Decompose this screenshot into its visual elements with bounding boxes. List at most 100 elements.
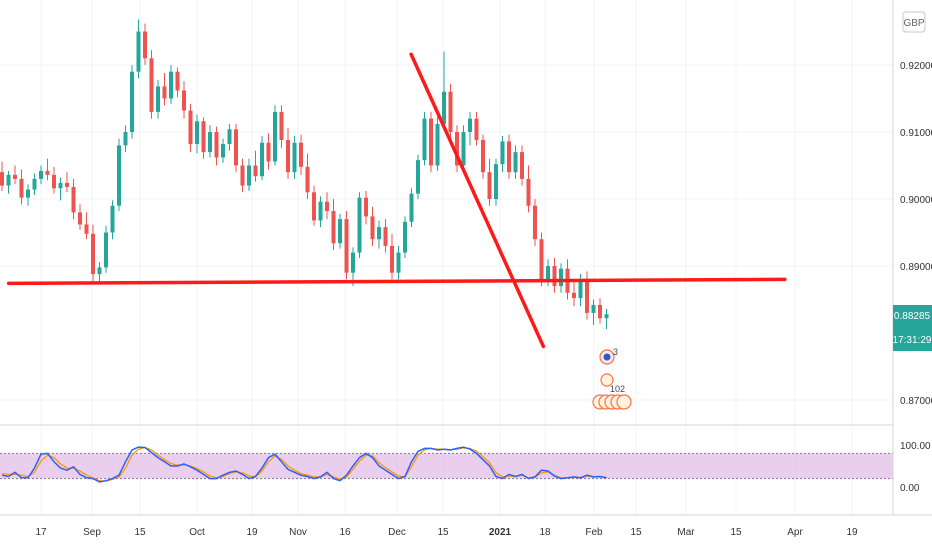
- candle-body: [39, 170, 43, 179]
- candle-body: [344, 219, 349, 273]
- candle-body: [331, 211, 336, 244]
- time-tick-label: 15: [134, 527, 146, 538]
- candle-body: [468, 118, 472, 132]
- drawing-lines[interactable]: [6, 52, 787, 349]
- candle-body: [585, 279, 589, 313]
- candle-body: [474, 118, 479, 141]
- candle-body: [97, 267, 102, 275]
- candle-body: [448, 91, 453, 132]
- candle-body: [279, 111, 284, 141]
- time-tick-label: 17: [35, 527, 47, 538]
- candle-body: [578, 279, 583, 299]
- time-tick-label: Mar: [677, 527, 695, 538]
- candle-body: [175, 71, 180, 91]
- candle-body: [455, 132, 459, 166]
- candle-body: [13, 174, 17, 179]
- candle-body: [214, 132, 219, 158]
- candle-body: [591, 304, 596, 313]
- time-tick-label: 15: [630, 527, 642, 538]
- candle-body: [500, 141, 505, 165]
- candle-body: [292, 142, 297, 173]
- time-tick-label: Feb: [585, 527, 603, 538]
- candle-body: [533, 205, 537, 240]
- candle-body: [52, 174, 56, 189]
- candle-body: [273, 111, 277, 162]
- candle-body: [513, 152, 518, 173]
- candle-body: [520, 152, 524, 179]
- time-tick-label: 16: [339, 527, 351, 538]
- candle-body: [539, 239, 544, 280]
- event-count-label: 102: [610, 384, 625, 394]
- candle-body: [416, 160, 420, 194]
- time-tick-label: Oct: [189, 527, 205, 538]
- candle-body: [604, 314, 609, 319]
- candle-body: [84, 224, 89, 234]
- candle-body: [383, 227, 388, 246]
- candle-body: [403, 221, 407, 253]
- oscillator-band: [0, 453, 893, 479]
- candle-body: [19, 178, 24, 198]
- candle-body: [409, 193, 414, 222]
- currency-badge[interactable]: GBP: [902, 11, 926, 33]
- candle-body: [325, 201, 329, 212]
- candle-body: [546, 266, 550, 280]
- candle-body: [201, 121, 206, 153]
- candle-body: [377, 227, 381, 240]
- candle-body: [130, 71, 134, 132]
- candle-body: [247, 165, 251, 186]
- time-tick-label: 15: [437, 527, 449, 538]
- candle-body: [390, 245, 394, 273]
- candle-body: [149, 58, 154, 112]
- candle-body: [45, 170, 50, 175]
- candle-body: [117, 145, 121, 206]
- candle-body: [461, 132, 466, 166]
- price-tick-label: 0.87000: [900, 396, 932, 407]
- candle-body: [110, 205, 115, 233]
- candle-body: [221, 144, 225, 158]
- candle-body: [188, 110, 193, 145]
- time-tick-label: 19: [846, 527, 858, 538]
- last-price-value: 0.88285: [894, 311, 931, 322]
- candle-body: [169, 71, 173, 99]
- stochastic-oscillator: [0, 446, 893, 483]
- candle-body: [559, 268, 563, 287]
- candle-body: [0, 172, 4, 186]
- candle-body: [429, 118, 433, 166]
- event-icon: [600, 373, 614, 387]
- time-tick-label: Apr: [787, 527, 803, 538]
- downtrend-line: [409, 52, 546, 349]
- candle-body: [91, 233, 95, 275]
- time-axis[interactable]: 17 Sep 15 Oct 19 Nov 16 Dec 15 2021 18 Feb 15 Mar 15 Ap…: [35, 527, 858, 538]
- last-price-box: [893, 305, 932, 351]
- candle-body: [136, 31, 141, 72]
- candle-body: [351, 252, 355, 273]
- oscillator-level-label: 0.00: [900, 483, 920, 494]
- candle-body: [487, 172, 492, 199]
- candle-body: [26, 189, 30, 198]
- candle-body: [305, 166, 310, 193]
- support-line: [6, 277, 787, 286]
- currency-badge-box: [902, 11, 926, 33]
- candle-body: [598, 304, 602, 319]
- candle-body: [370, 216, 375, 240]
- candle-body: [396, 252, 401, 273]
- candle-body: [364, 197, 368, 217]
- candle-body: [208, 132, 212, 153]
- event-markers[interactable]: 3 102: [592, 347, 632, 410]
- candle-body: [123, 132, 128, 146]
- candle-body: [104, 232, 108, 268]
- oscillator-axis[interactable]: 100.00 0.00: [900, 441, 931, 494]
- candle-body: [266, 142, 271, 162]
- candle-body: [422, 118, 427, 161]
- candle-body: [71, 186, 76, 213]
- candle-body: [435, 123, 440, 166]
- time-tick-label: Dec: [388, 527, 406, 538]
- candle-body: [143, 31, 147, 59]
- candle-body: [32, 178, 37, 190]
- candle-body: [507, 141, 511, 173]
- time-tick-label: 15: [730, 527, 742, 538]
